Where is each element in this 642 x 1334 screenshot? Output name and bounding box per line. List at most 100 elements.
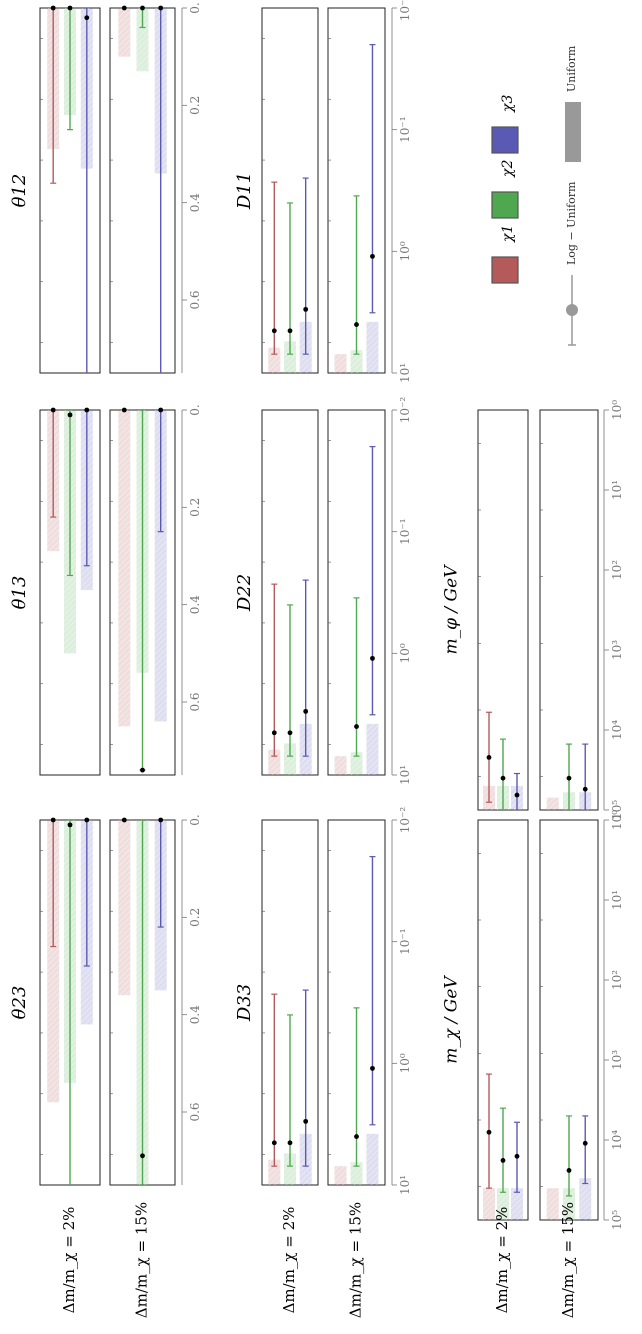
best-fit-point-χ3 xyxy=(158,817,164,823)
best-fit-point-χ3 xyxy=(370,1065,375,1071)
tick-label: 0.2 xyxy=(188,498,202,517)
legend-swatch-χ1 xyxy=(491,256,519,284)
best-fit-point-χ3 xyxy=(582,1140,588,1146)
best-fit-point-χ1 xyxy=(50,817,56,823)
best-fit-point-χ3 xyxy=(303,306,309,312)
prior-band-hatch xyxy=(511,1188,523,1220)
tick-label: 10² xyxy=(610,970,624,990)
prior-band-hatch xyxy=(350,1162,363,1185)
row-label: Δm/m_χ = 15% xyxy=(347,1202,365,1318)
tick-label: 0.6 xyxy=(188,692,202,711)
tick-label: 0. xyxy=(188,2,202,13)
tick-label: 10¹ xyxy=(398,1175,412,1195)
tick-label: 10¹ xyxy=(610,480,624,500)
panel-1: 0. 0.2 0.4 0.6 θ13 xyxy=(9,404,202,776)
tick-label: 0.6 xyxy=(188,290,202,309)
prior-band-hatch xyxy=(284,341,296,373)
best-fit-point-χ3 xyxy=(84,15,90,21)
legend-label: Log − Uniform xyxy=(565,181,578,265)
best-fit-point-χ3 xyxy=(158,407,164,413)
row-label: Δm/m_χ = 2% xyxy=(280,1207,298,1314)
best-fit-point-χ2 xyxy=(287,1140,293,1146)
best-fit-point-χ1 xyxy=(121,5,127,11)
prior-band-hatch xyxy=(350,752,363,775)
prior-band-hatch xyxy=(546,797,559,810)
best-fit-point-χ3 xyxy=(303,708,309,714)
panel-7: 10⁰ 10¹ 10² 10³ 10⁴ 10⁵ m_φ / GeV xyxy=(442,400,624,820)
tick-label: 0.2 xyxy=(188,908,202,927)
row-label: Δm/m_χ = 15% xyxy=(559,1202,577,1318)
prior-band-hatch xyxy=(118,820,131,996)
tick-label: 10⁵ xyxy=(610,1210,624,1230)
best-fit-point-χ2 xyxy=(67,412,73,418)
legend-label: χ1 xyxy=(500,225,516,243)
tick-label: 0.6 xyxy=(188,1102,202,1121)
best-fit-point-χ2 xyxy=(140,1153,145,1159)
tick-label: 10⁻¹ xyxy=(398,116,412,142)
best-fit-point-χ2 xyxy=(140,5,145,11)
legend: χ1 χ2 χ3 Log − Uniform Uniform xyxy=(491,45,581,346)
best-fit-point-χ3 xyxy=(514,1153,520,1159)
tick-label: 10⁰ xyxy=(398,241,412,261)
best-fit-point-χ2 xyxy=(67,5,73,11)
prior-band-hatch xyxy=(284,1153,296,1185)
best-fit-point-χ3 xyxy=(514,792,520,798)
prior-band-hatch xyxy=(284,743,296,775)
prior-band-hatch xyxy=(497,1188,509,1220)
row-label: Δm/m_χ = 2% xyxy=(60,1207,78,1314)
legend-label: Uniform xyxy=(565,45,578,92)
tick-label: 10⁻¹ xyxy=(398,928,412,954)
tick-label: 10⁻² xyxy=(398,807,412,834)
prior-band-hatch xyxy=(334,354,347,373)
prior-band-hatch xyxy=(136,8,149,72)
prior-band-hatch xyxy=(579,1178,592,1220)
legend-label: χ3 xyxy=(500,95,516,113)
row-label: Δm/m_χ = 15% xyxy=(133,1202,151,1318)
axis-label: m_φ / GeV xyxy=(442,564,462,655)
tick-label: 10⁰ xyxy=(610,810,624,830)
best-fit-point-χ2 xyxy=(566,1168,572,1173)
best-fit-point-χ1 xyxy=(121,817,127,823)
best-fit-point-χ1 xyxy=(271,730,277,736)
best-fit-point-χ1 xyxy=(271,328,277,334)
tick-label: 0. xyxy=(188,814,202,825)
panel-title: θ13 xyxy=(9,576,30,610)
prior-band-hatch xyxy=(366,321,379,373)
best-fit-point-χ3 xyxy=(303,1118,309,1124)
panel-4: 10⁻² 10⁻¹ 10⁰ 10¹ D22 xyxy=(234,397,412,785)
tick-label: 10⁻² xyxy=(398,0,412,21)
tick-label: 0.4 xyxy=(188,193,202,212)
best-fit-point-χ3 xyxy=(370,655,375,661)
legend-label: χ2 xyxy=(500,160,516,178)
tick-label: 10⁴ xyxy=(610,1130,624,1150)
best-fit-point-χ3 xyxy=(84,817,90,823)
best-fit-point-χ2 xyxy=(67,822,73,828)
axis-label: m_χ / GeV xyxy=(442,975,462,1064)
tick-label: 10⁻² xyxy=(398,397,412,424)
best-fit-point-χ2 xyxy=(500,1158,506,1163)
tick-label: 10¹ xyxy=(398,765,412,785)
tick-label: 10⁴ xyxy=(610,720,624,740)
prior-band-hatch xyxy=(334,756,347,775)
best-fit-point-χ2 xyxy=(354,1134,359,1139)
tick-label: 10³ xyxy=(610,1050,624,1070)
panel-title: D11 xyxy=(234,172,255,210)
best-fit-point-χ1 xyxy=(50,5,56,11)
tick-label: 0.2 xyxy=(188,96,202,115)
best-fit-point-χ1 xyxy=(486,754,492,760)
prior-band-hatch xyxy=(546,1188,559,1220)
best-fit-point-χ1 xyxy=(271,1140,277,1146)
prior-band-hatch xyxy=(118,410,131,727)
legend-swatch-χ2 xyxy=(491,191,519,219)
tick-label: 10⁵ xyxy=(610,800,624,820)
prior-band-hatch xyxy=(334,1166,347,1185)
tick-label: 10¹ xyxy=(398,363,412,383)
prior-band-hatch xyxy=(154,410,167,722)
panel-3: 10⁻² 10⁻¹ 10⁰ 10¹ D11 xyxy=(234,0,412,383)
best-fit-point-χ2 xyxy=(287,328,293,334)
tick-label: 10² xyxy=(610,560,624,580)
tick-label: 10⁰ xyxy=(398,1053,412,1073)
tick-label: 10³ xyxy=(610,640,624,660)
prior-band-hatch xyxy=(366,1133,379,1185)
